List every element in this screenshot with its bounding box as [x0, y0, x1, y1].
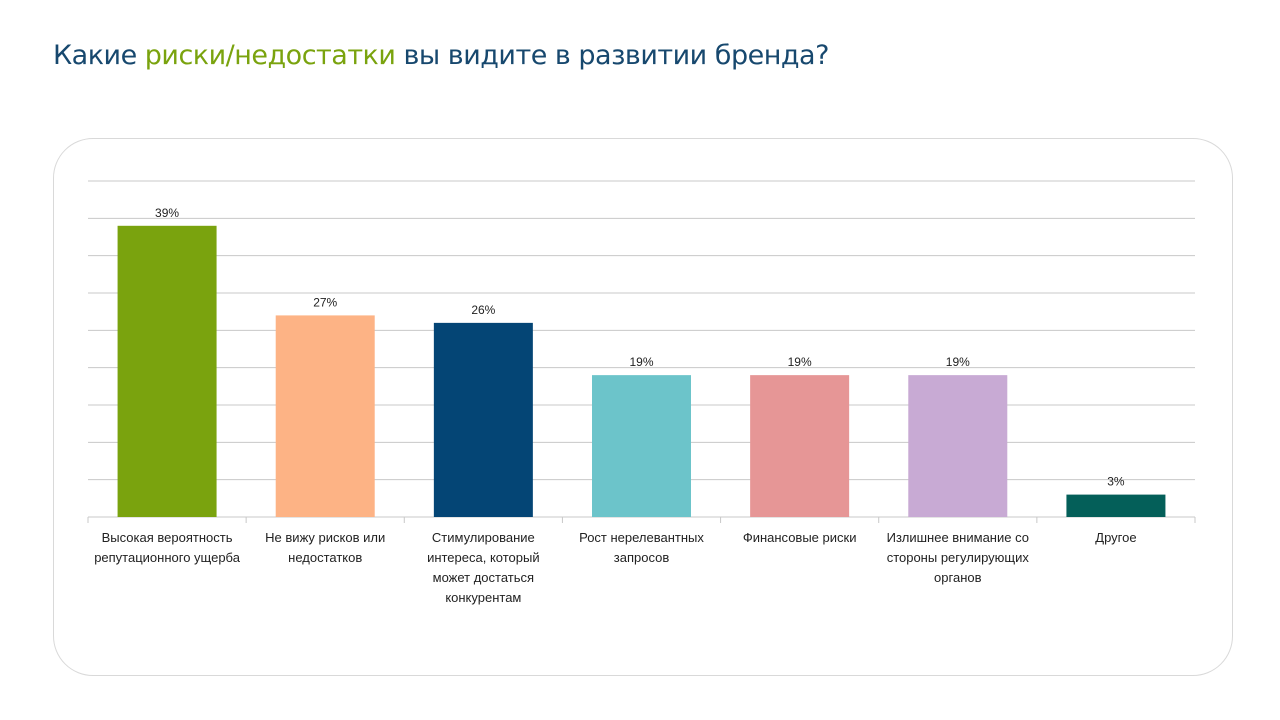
title-part2: вы видите в развитии бренда? [395, 40, 829, 71]
title-part1: Какие [53, 40, 145, 71]
category-label: Излишнее внимание со стороны регулирующи… [886, 530, 1029, 585]
bar [275, 315, 375, 517]
bar [433, 322, 533, 517]
data-label: 27% [313, 295, 337, 309]
data-label: 19% [788, 355, 812, 369]
bar [117, 225, 217, 518]
category-label: Не вижу рисков или недостатков [265, 530, 386, 565]
bar [592, 375, 691, 517]
data-label: 3% [1107, 475, 1125, 489]
data-label: 19% [629, 355, 653, 369]
page-title: Какие риски/недостатки вы видите в разви… [53, 40, 829, 71]
data-label: 26% [471, 303, 495, 317]
category-label: Высокая вероятность репутационного ущерб… [94, 530, 240, 565]
category-label: Рост нерелевантных запросов [579, 530, 704, 565]
category-label: Стимулирование интереса, который может д… [427, 530, 540, 605]
category-label: Другое [1095, 530, 1137, 545]
bar [750, 375, 850, 517]
title-highlight: риски/недостатки [144, 40, 396, 71]
chart-card [53, 138, 1233, 676]
bar [1066, 494, 1166, 517]
data-label: 19% [946, 355, 970, 369]
bar [908, 375, 1008, 517]
data-label: 39% [155, 206, 179, 220]
category-label: Финансовые риски [742, 530, 857, 545]
